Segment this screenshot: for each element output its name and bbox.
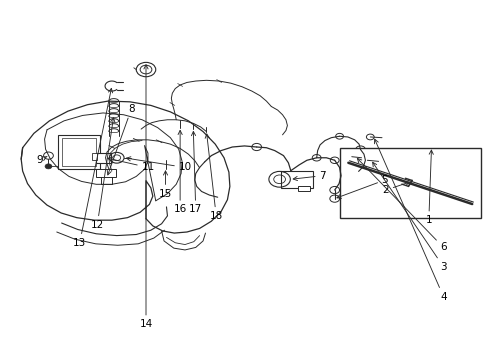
Text: 8: 8 bbox=[107, 104, 134, 175]
Text: 18: 18 bbox=[205, 134, 223, 221]
Text: 16: 16 bbox=[173, 130, 186, 215]
Bar bbox=[96, 153, 111, 163]
Text: 11: 11 bbox=[108, 157, 154, 172]
Text: 17: 17 bbox=[189, 131, 202, 215]
Circle shape bbox=[347, 154, 355, 159]
Text: 14: 14 bbox=[139, 65, 152, 329]
Text: 6: 6 bbox=[357, 158, 446, 252]
Bar bbox=[281, 171, 312, 188]
Bar bbox=[58, 135, 100, 169]
Text: 4: 4 bbox=[374, 139, 446, 302]
Text: 15: 15 bbox=[159, 171, 172, 199]
Bar bbox=[96, 169, 116, 177]
Text: 7: 7 bbox=[293, 171, 325, 181]
Text: 5: 5 bbox=[336, 175, 387, 198]
Text: 1: 1 bbox=[425, 150, 432, 225]
Bar bbox=[61, 138, 96, 166]
Text: 12: 12 bbox=[90, 118, 115, 230]
Text: 3: 3 bbox=[372, 162, 446, 272]
Text: 10: 10 bbox=[126, 157, 191, 172]
Bar bbox=[339, 148, 480, 218]
Text: 9: 9 bbox=[36, 155, 47, 165]
Bar bbox=[92, 153, 97, 160]
Bar bbox=[298, 186, 310, 192]
Text: 2: 2 bbox=[382, 181, 408, 195]
Text: 13: 13 bbox=[73, 89, 112, 248]
Circle shape bbox=[45, 164, 52, 169]
